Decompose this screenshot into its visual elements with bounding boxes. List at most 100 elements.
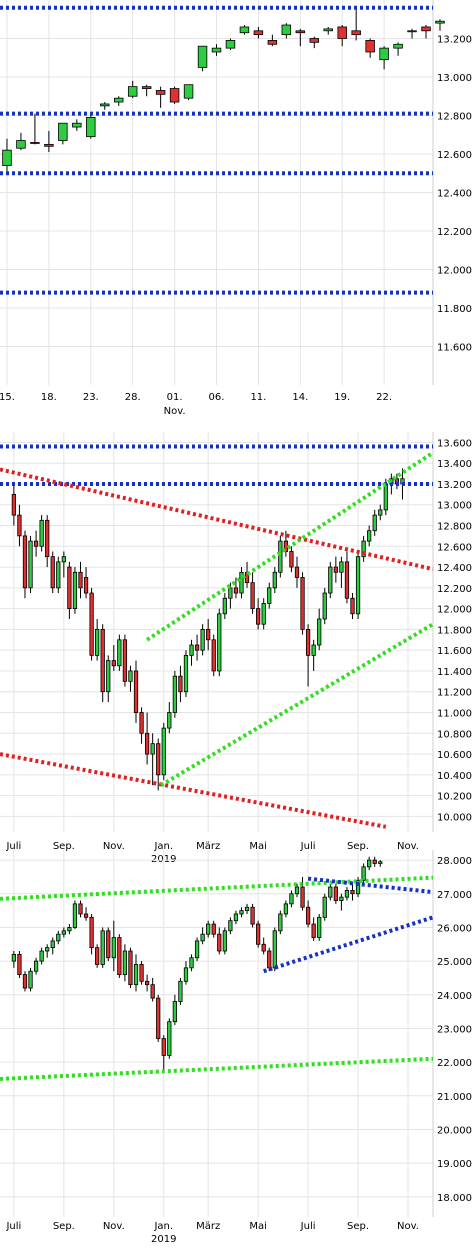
candle-body — [244, 906, 250, 912]
candle-body — [95, 947, 100, 965]
y-tick-label: 11.600 — [437, 646, 472, 657]
candle-body — [169, 88, 180, 103]
x-tick-label: 18. — [41, 392, 57, 403]
candle-body — [256, 608, 261, 625]
candle-body — [72, 122, 82, 128]
candle-body — [278, 540, 283, 573]
y-tick-label: 12.600 — [437, 150, 472, 161]
x-tick-label: 14. — [292, 392, 308, 403]
candle-body — [250, 582, 255, 610]
candle-body — [139, 712, 144, 734]
candle-body — [28, 970, 33, 989]
x-tick-label: Mai — [249, 1221, 267, 1232]
y-tick-label: 13.000 — [437, 501, 472, 512]
candle-body — [161, 727, 166, 776]
candle-body — [72, 903, 78, 928]
candle-body — [56, 933, 61, 942]
candle-body — [111, 937, 116, 959]
candle-body — [272, 930, 277, 969]
y-tick-label: 11.800 — [437, 304, 472, 315]
candle-body — [22, 535, 28, 589]
y-tick-label: 28.000 — [437, 856, 472, 867]
candle-body — [261, 603, 266, 625]
trend-line — [159, 622, 435, 787]
candle-body — [355, 879, 361, 895]
candle-body — [39, 519, 44, 547]
candle-body — [372, 859, 377, 864]
candle-body — [155, 90, 166, 95]
candle-body — [333, 886, 338, 901]
candle-body — [351, 30, 361, 36]
candle-body — [294, 566, 300, 578]
candle-body — [100, 629, 105, 693]
trend-line — [0, 1056, 434, 1081]
candle-body — [183, 967, 189, 982]
candle-body — [206, 629, 211, 641]
candle-body — [250, 906, 255, 925]
candle-body — [161, 1038, 166, 1056]
candle-body — [39, 950, 44, 962]
candle-body — [172, 1001, 177, 1023]
candle-body — [95, 629, 100, 656]
candle-body — [233, 587, 239, 594]
candle-body — [106, 660, 111, 693]
candle-body — [339, 561, 344, 573]
candle-body — [72, 571, 78, 610]
y-tick-label: 13.600 — [437, 438, 472, 449]
candle-body — [361, 866, 366, 881]
candle-body — [253, 30, 264, 36]
candle-body — [22, 974, 28, 989]
y-tick-label: 12.000 — [437, 266, 472, 277]
candle-body — [344, 890, 350, 898]
y-tick-label: 11.800 — [437, 625, 472, 636]
candle-body — [393, 43, 403, 49]
candle-body — [150, 743, 155, 755]
candle-body — [86, 117, 96, 138]
candle-body — [11, 953, 16, 962]
candle-body — [305, 906, 311, 925]
candle-body — [355, 556, 361, 615]
x-tick-label: 01. — [167, 392, 183, 403]
candle-body — [67, 566, 72, 610]
candle-body — [167, 712, 172, 729]
y-tick-label: 11.000 — [437, 709, 472, 720]
candle-body — [407, 30, 417, 33]
candle-body — [256, 923, 261, 945]
candle-body — [379, 47, 389, 61]
x-tick-sublabel: Nov. — [164, 406, 186, 417]
candle-body — [117, 639, 122, 667]
candle-body — [89, 916, 94, 949]
candle-body — [322, 592, 327, 620]
chart-panel-weekly: 28.000 27.000 26.000 25.000 24.000 23.000 22.0… — [0, 850, 472, 1245]
candle-body — [211, 639, 216, 672]
candle-body — [45, 519, 50, 558]
candle-body — [178, 980, 183, 1002]
candle-body — [122, 950, 128, 975]
candle-body — [197, 45, 208, 68]
candle-body — [278, 913, 283, 932]
candle-body — [294, 886, 300, 895]
candle-body — [328, 886, 333, 898]
candle-body — [228, 920, 233, 932]
candle-body — [323, 28, 333, 32]
y-tick-label: 13.000 — [437, 73, 472, 84]
candle-body — [189, 957, 194, 969]
x-tick-label: Sep. — [53, 841, 75, 852]
candle-body — [261, 943, 266, 952]
candle-body — [83, 913, 89, 918]
y-tick-label: 11.600 — [437, 343, 472, 354]
candle-body — [435, 20, 445, 24]
y-tick-label: 19.000 — [437, 1159, 472, 1170]
candle-body — [228, 587, 233, 599]
x-tick-label: Nov. — [103, 1221, 125, 1232]
x-tick-label: Sep. — [347, 1221, 369, 1232]
candle-body — [61, 556, 66, 563]
candle-body — [305, 629, 311, 656]
x-tick-label: 23. — [83, 392, 99, 403]
candle-body — [150, 984, 155, 999]
candle-body — [239, 571, 244, 594]
y-tick-label: 11.200 — [437, 688, 472, 699]
candle-body — [156, 743, 161, 776]
candle-body — [311, 923, 316, 938]
